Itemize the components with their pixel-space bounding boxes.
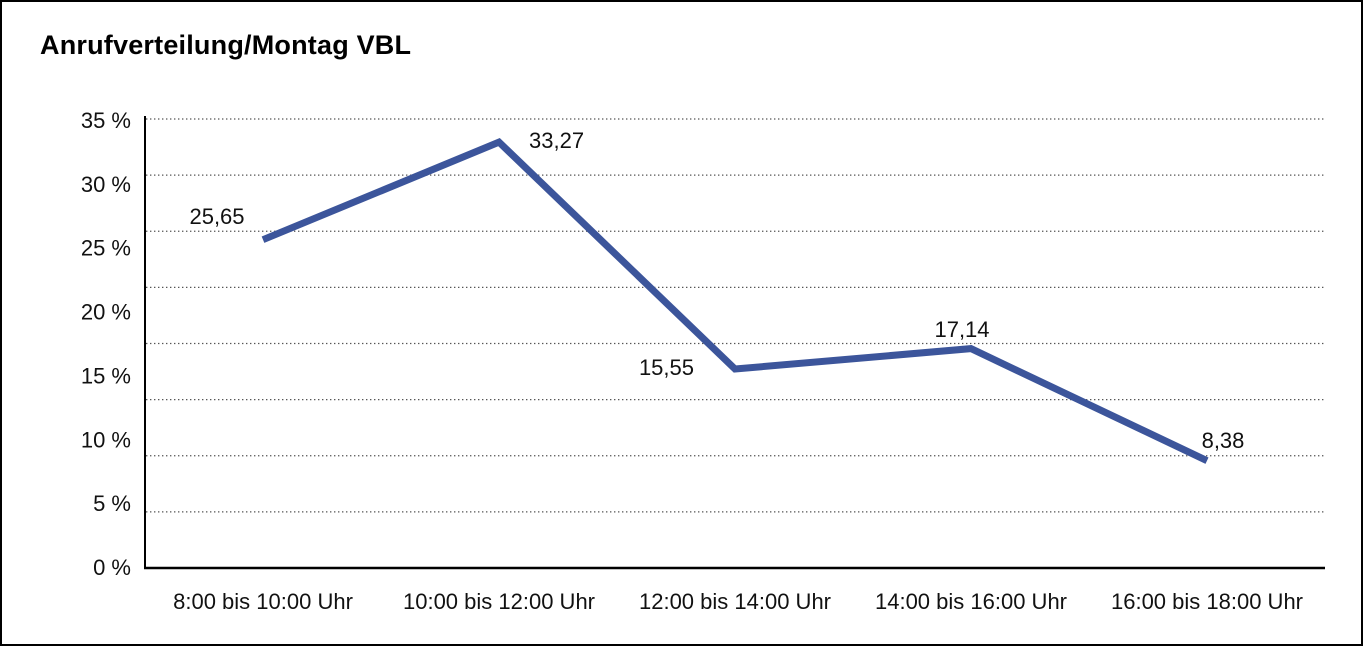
y-axis-tick-label: 20 %	[81, 300, 131, 325]
y-axis-tick-label: 35 %	[81, 108, 131, 133]
x-axis-category-label: 16:00 bis 18:00 Uhr	[1111, 589, 1303, 614]
y-axis-tick-label: 30 %	[81, 172, 131, 197]
data-line	[261, 137, 1209, 464]
data-point-label: 17,14	[934, 317, 989, 342]
x-axis-category-label: 14:00 bis 16:00 Uhr	[875, 589, 1067, 614]
data-point-label: 33,27	[529, 128, 584, 153]
y-axis-tick-label: 5 %	[93, 491, 131, 516]
data-point-label: 8,38	[1202, 428, 1245, 453]
y-axis-tick-label: 10 %	[81, 427, 131, 452]
x-axis-category-label: 10:00 bis 12:00 Uhr	[403, 589, 595, 614]
data-point-label: 25,65	[189, 204, 244, 229]
x-axis-category-label: 8:00 bis 10:00 Uhr	[173, 589, 353, 614]
y-axis-tick-label: 15 %	[81, 363, 131, 388]
data-point-label: 15,55	[639, 355, 694, 380]
x-axis-category-label: 12:00 bis 14:00 Uhr	[639, 589, 831, 614]
y-axis-tick-label: 25 %	[81, 236, 131, 261]
y-axis-tick-label: 0 %	[93, 555, 131, 580]
chart-title: Anrufverteilung/Montag VBL	[40, 30, 412, 60]
